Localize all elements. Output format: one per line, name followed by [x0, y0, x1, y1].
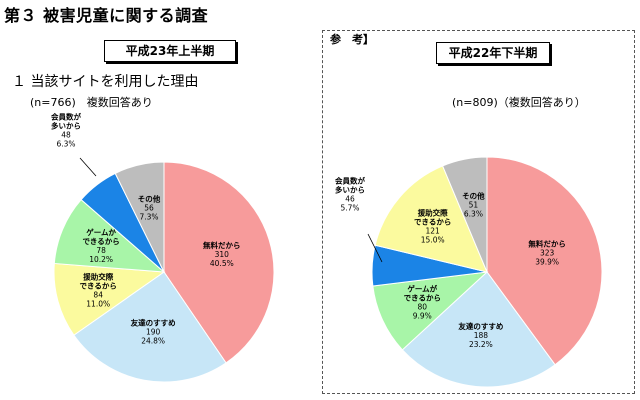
chart2-slice-4	[374, 165, 488, 273]
chart2-label-value: 188	[474, 331, 489, 340]
chart1-label-name: 友達のすすめ	[130, 318, 176, 328]
chart1-leader-line	[79, 157, 97, 177]
chart1-period-label: 平成23年上半期	[104, 40, 236, 62]
chart1-label-name: 援助交際	[83, 271, 113, 281]
chart2-label-value: 121	[426, 226, 441, 235]
chart2-label-name: 援助交際	[418, 207, 448, 217]
chart1-label-name: できるから	[82, 237, 119, 246]
chart2-label-percent: 5.7%	[340, 204, 359, 213]
chart2-label-value: 46	[345, 195, 355, 204]
chart2-label-name: ゲームが	[407, 283, 437, 293]
chart1-slice-5	[114, 161, 165, 273]
chart1-slice-0	[163, 161, 275, 364]
chart1-label-name: できるから	[80, 281, 117, 290]
chart1-slice-1	[73, 271, 227, 383]
chart1-label-name: 会員数が	[51, 112, 81, 122]
chart2-label-name: 友達のすすめ	[457, 321, 503, 331]
chart2-label-value: 323	[540, 248, 555, 257]
chart1-label-value: 84	[93, 290, 103, 299]
chart2-label-name: できるから	[404, 293, 441, 302]
chart2-label-name: 会員数が	[335, 176, 365, 186]
chart2-label-name: 無料だから	[528, 238, 566, 248]
chart1-label-percent: 10.2%	[89, 255, 113, 264]
chart2-slice-0	[486, 156, 603, 366]
chart1-label-name: ゲームが	[86, 227, 116, 237]
chart2-period-label: 平成22年下半期	[436, 42, 550, 64]
chart1-label-percent: 40.5%	[210, 259, 234, 268]
chart2-label-percent: 9.9%	[413, 311, 432, 320]
chart1-slice-2	[53, 262, 166, 336]
chart1-label-value: 78	[96, 246, 106, 255]
chart2-slice-5	[441, 156, 488, 273]
chart1-label-percent: 24.8%	[141, 337, 165, 346]
chart1-note: (n=766) 複数回答あり	[30, 96, 153, 109]
chart1-label-name: 多いから	[51, 121, 81, 131]
chart2-note: (n=809)（複数回答あり）	[452, 96, 586, 109]
chart2-label-name: 多いから	[335, 185, 365, 195]
chart1-label-name: 無料だから	[203, 240, 241, 250]
chart2-label-name: その他	[462, 190, 485, 200]
chart2-label-percent: 15.0%	[421, 235, 445, 244]
page-title: 第３ 被害児童に関する調査	[4, 6, 209, 25]
chart1-label-percent: 6.3%	[56, 140, 75, 149]
chart2-label-value: 51	[469, 200, 479, 209]
chart1-label-value: 48	[61, 131, 71, 140]
chart1-label-value: 310	[215, 250, 230, 259]
chart1-label-value: 190	[146, 328, 161, 337]
chart2-label-name: できるから	[414, 217, 451, 226]
chart1-label-value: 56	[144, 204, 154, 213]
reference-frame	[322, 30, 635, 394]
reference-label: 参 考】	[328, 31, 376, 47]
chart1-label-percent: 11.0%	[86, 299, 110, 308]
chart2-label-percent: 39.9%	[535, 257, 559, 266]
section-heading: １ 当該サイトを利用した理由	[12, 74, 199, 90]
chart2-slice-1	[401, 271, 556, 388]
chart2-label-value: 80	[418, 302, 428, 311]
chart1-label-percent: 7.3%	[139, 213, 158, 222]
chart1-slice-3	[53, 198, 166, 273]
chart1-label-name: その他	[138, 194, 161, 204]
chart2-label-percent: 6.3%	[464, 209, 483, 218]
chart2-label-percent: 23.2%	[469, 340, 493, 349]
chart2-leader-line	[367, 233, 383, 263]
